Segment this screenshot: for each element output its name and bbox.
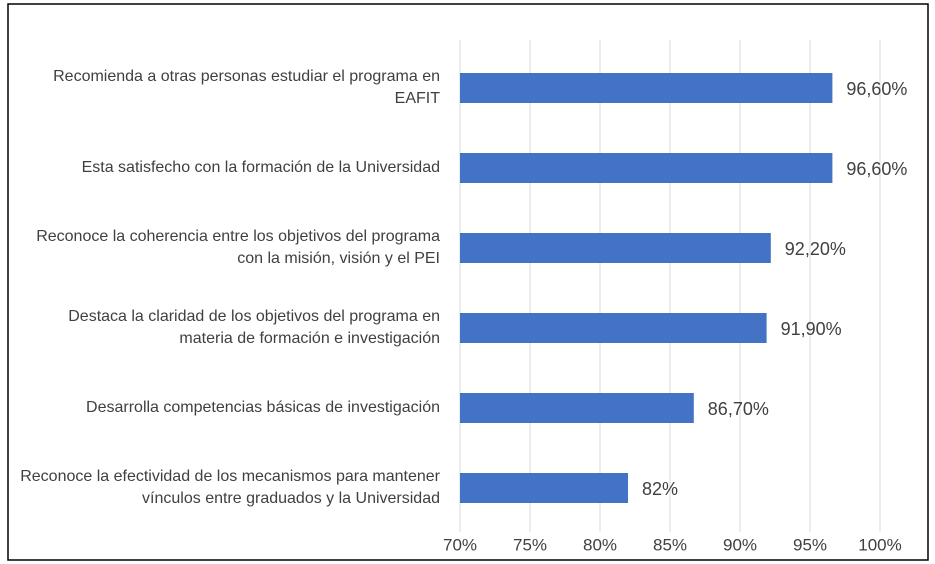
x-tick-label: 75% xyxy=(513,535,547,554)
value-label: 96,60% xyxy=(846,159,907,179)
value-label: 86,70% xyxy=(708,399,769,419)
bar xyxy=(460,313,767,343)
x-tick-label: 95% xyxy=(793,535,827,554)
bar xyxy=(460,233,771,263)
x-tick-label: 85% xyxy=(653,535,687,554)
category-label: Destaca la claridad de los objetivos del… xyxy=(68,308,440,347)
category-label: Recomienda a otras personas estudiar el … xyxy=(53,68,440,107)
category-label: Reconoce la coherencia entre los objetiv… xyxy=(36,228,440,267)
x-tick-label: 70% xyxy=(443,535,477,554)
bar xyxy=(460,393,694,423)
value-label: 91,90% xyxy=(781,319,842,339)
category-label: Reconoce la efectividad de los mecanismo… xyxy=(20,468,440,507)
x-tick-label: 100% xyxy=(858,535,901,554)
category-label: Esta satisfecho con la formación de la U… xyxy=(81,159,440,176)
category-label: Desarrolla competencias básicas de inves… xyxy=(86,399,440,416)
x-tick-label: 90% xyxy=(723,535,757,554)
value-label: 92,20% xyxy=(785,239,846,259)
value-label: 82% xyxy=(642,479,678,499)
value-label: 96,60% xyxy=(846,79,907,99)
bar xyxy=(460,73,833,103)
bar xyxy=(460,153,833,183)
x-tick-label: 80% xyxy=(583,535,617,554)
bar xyxy=(460,473,628,503)
frame xyxy=(7,3,929,561)
